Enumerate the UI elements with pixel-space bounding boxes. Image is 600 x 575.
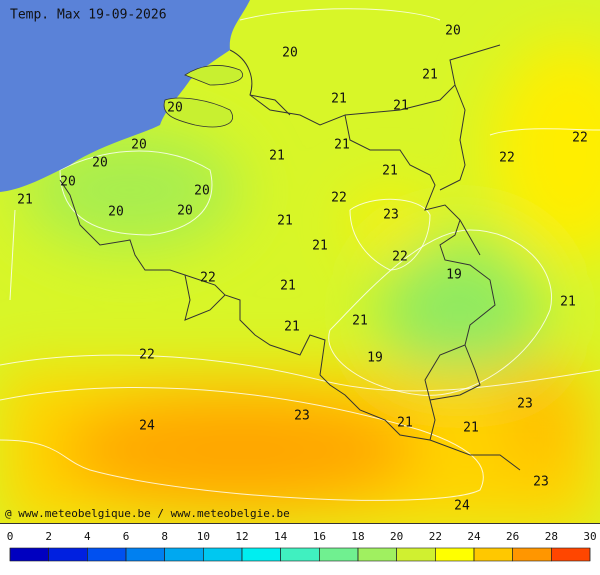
colorbar-tick-label: 16: [313, 530, 326, 543]
temp-label: 20: [194, 184, 210, 199]
colorbar-segment: [9, 547, 49, 562]
temp-label: 24: [139, 419, 155, 434]
colorbar-tick-label: 30: [583, 530, 596, 543]
temp-label: 21: [334, 138, 350, 153]
temp-label: 22: [499, 151, 515, 166]
temp-label: 20: [282, 46, 298, 61]
temp-label: 22: [139, 348, 155, 363]
temp-label: 21: [280, 279, 296, 294]
temp-label: 23: [294, 409, 310, 424]
colorbar-segment: [551, 547, 591, 562]
temp-label: 21: [284, 320, 300, 335]
temp-label: 20: [92, 156, 108, 171]
temp-label: 19: [367, 351, 383, 366]
temp-label: 21: [277, 214, 293, 229]
colorbar-tick-label: 12: [235, 530, 248, 543]
temperature-labels: 20 20 21 20 21 21 22 20 21 21 22 20 21 2…: [17, 24, 588, 514]
temp-label: 21: [331, 92, 347, 107]
colorbar-segment: [512, 547, 552, 562]
colorbar-segment: [164, 547, 204, 562]
colorbar-segment: [319, 547, 359, 562]
temp-label: 21: [560, 295, 576, 310]
temp-label: 21: [17, 193, 33, 208]
colorbar-tick-label: 10: [197, 530, 210, 543]
colorbar-tick-label: 18: [351, 530, 364, 543]
colorbar-segment: [48, 547, 88, 562]
colorbar-tick-label: 22: [429, 530, 442, 543]
sea: [0, 0, 250, 192]
colorbar-tick-label: 20: [390, 530, 403, 543]
colorbar-segment: [435, 547, 475, 562]
temp-label: 21: [422, 68, 438, 83]
temp-label: 21: [269, 149, 285, 164]
credit: @ www.meteobelgique.be / www.meteobelgie…: [5, 507, 290, 520]
temp-label: 20: [131, 138, 147, 153]
colorbar-segment: [203, 547, 243, 562]
temp-label: 21: [382, 164, 398, 179]
colorbar-segment: [473, 547, 513, 562]
colorbar-tick-label: 0: [7, 530, 14, 543]
colorbar-tick-label: 26: [506, 530, 519, 543]
temp-label: 22: [392, 250, 408, 265]
temp-label: 23: [533, 475, 549, 490]
temp-label: 22: [331, 191, 347, 206]
temp-label: 20: [167, 101, 183, 116]
colorbar-segment: [357, 547, 397, 562]
temp-label: 22: [572, 131, 588, 146]
temp-label: 23: [517, 397, 533, 412]
temp-label: 20: [445, 24, 461, 39]
colorbar-tick-label: 8: [161, 530, 168, 543]
colorbar-segment: [280, 547, 320, 562]
colorbar-tick-label: 28: [545, 530, 558, 543]
temp-label: 24: [454, 499, 470, 514]
colorbar-tick-label: 2: [45, 530, 52, 543]
temp-label: 21: [397, 416, 413, 431]
temp-label: 21: [463, 421, 479, 436]
temp-label: 20: [177, 204, 193, 219]
temperature-field: [0, 0, 600, 523]
colorbar-tick-label: 4: [84, 530, 91, 543]
colorbar-segment: [87, 547, 127, 562]
colorbar-tick-label: 6: [123, 530, 130, 543]
colorbar-tick-label: 14: [274, 530, 288, 543]
temp-label: 21: [352, 314, 368, 329]
temp-label: 19: [446, 268, 462, 283]
colorbar-segment: [396, 547, 436, 562]
colorbar: 0 2 4 6 8 10 12 14 16 18 20 22 24 26 28 30: [7, 530, 597, 562]
colorbar-segment: [125, 547, 165, 562]
temp-label: 23: [383, 208, 399, 223]
temp-label: 21: [393, 99, 409, 114]
colorbar-segment: [241, 547, 281, 562]
temp-label: 21: [312, 239, 328, 254]
temp-label: 20: [60, 175, 76, 190]
temp-label: 22: [200, 271, 216, 286]
colorbar-tick-label: 24: [467, 530, 481, 543]
map-title: Temp. Max 19-09-2026: [10, 8, 167, 23]
temp-label: 20: [108, 205, 124, 220]
